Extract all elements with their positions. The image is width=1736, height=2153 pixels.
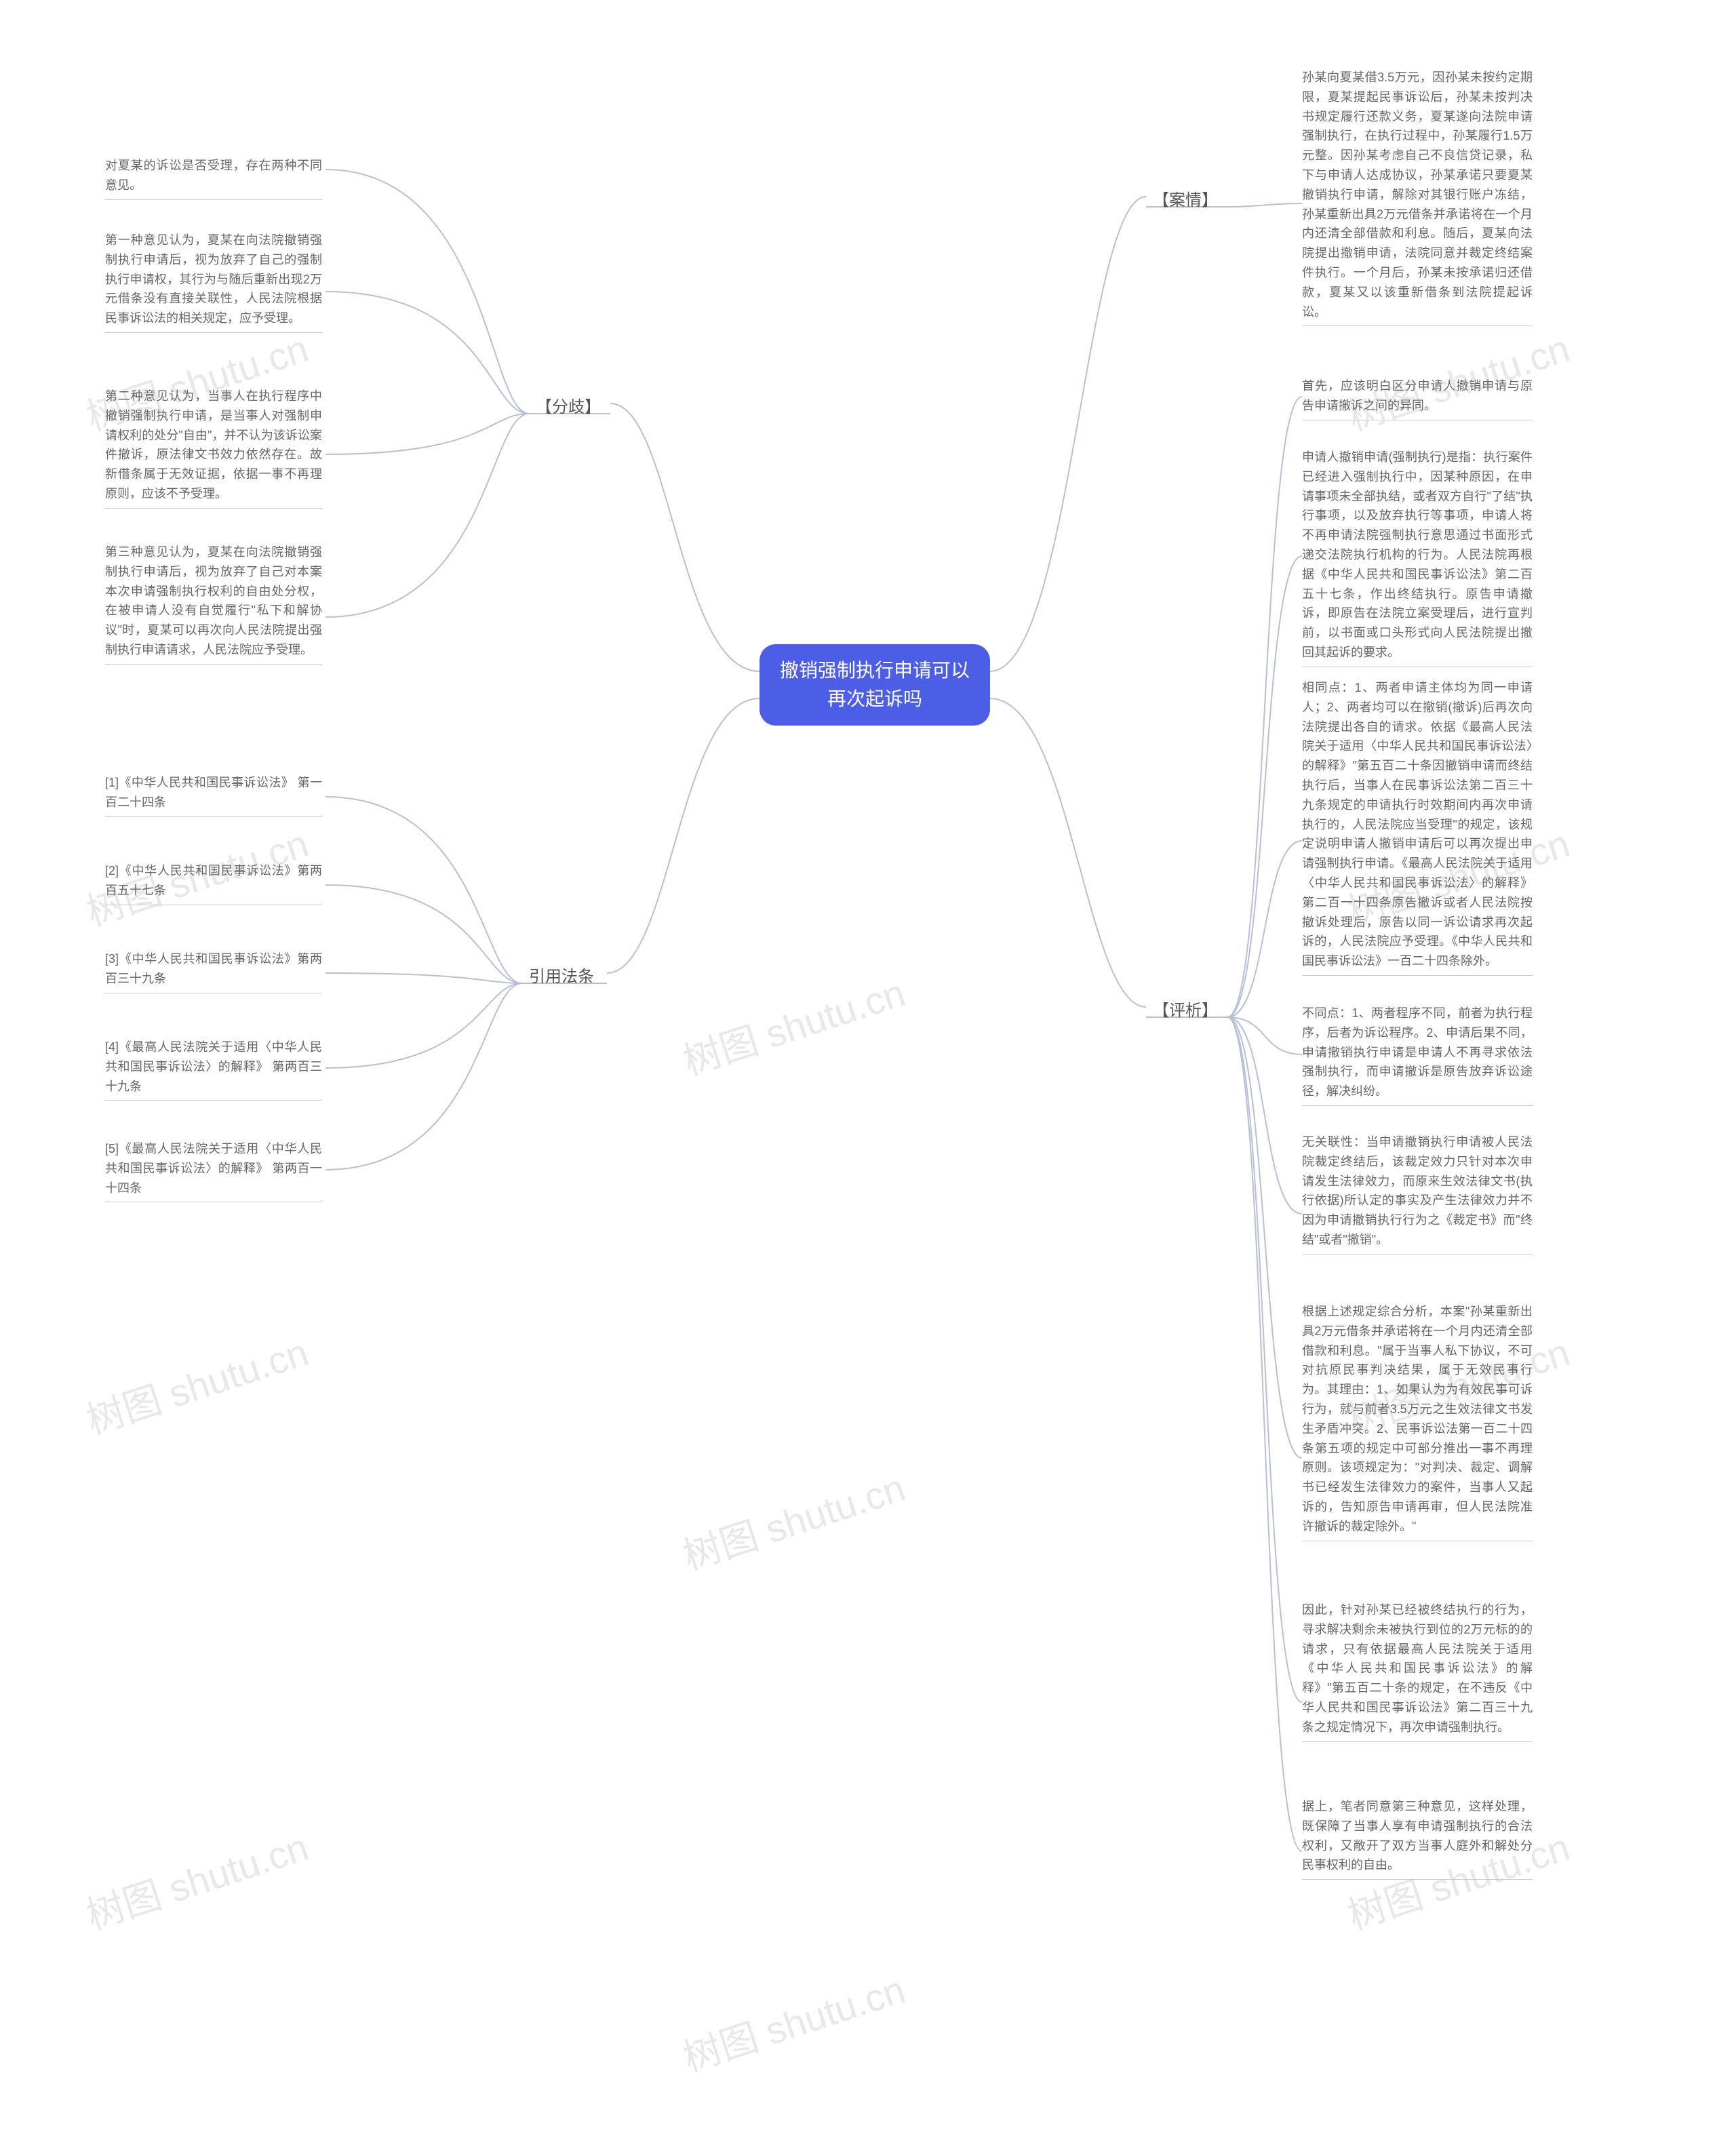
law-3: [4]《最高人民法院关于适用〈中华人民共和国民事诉讼法〉的解释》 第两百三十九条 xyxy=(105,1038,322,1101)
branch-case: 【案情】 xyxy=(1153,186,1218,210)
analysis-5: 根据上述规定综合分析，本案"孙某重新出具2万元借条并承诺将在一个月内还清全部借款… xyxy=(1302,1302,1533,1541)
divergence-1: 第一种意见认为，夏某在向法院撤销强制执行申请后，视为放弃了自己的强制执行申请权，… xyxy=(105,231,322,333)
watermark: 树图 shutu.cn xyxy=(675,1960,911,2083)
law-1: [2]《中华人民共和国民事诉讼法》第两百五十七条 xyxy=(105,861,322,905)
analysis-3: 不同点：1、两者程序不同，前者为执行程序，后者为诉讼程序。2、申请后果不同，申请… xyxy=(1302,1004,1533,1106)
analysis-1: 申请人撤销申请(强制执行)是指：执行案件已经进入强制执行中，因某种原因，在申请事… xyxy=(1302,448,1533,667)
divergence-0: 对夏某的诉讼是否受理，存在两种不同意见。 xyxy=(105,156,322,200)
watermark: 树图 shutu.cn xyxy=(675,1458,911,1581)
center-node: 撤销强制执行申请可以再次起诉吗 xyxy=(760,644,990,726)
branch-analysis: 【评析】 xyxy=(1153,997,1218,1021)
case-text: 孙某向夏某借3.5万元，因孙某未按约定期限，夏某提起民事诉讼后，孙某未按判决书规… xyxy=(1302,68,1533,326)
watermark: 树图 shutu.cn xyxy=(675,963,911,1086)
divergence-2: 第二种意见认为，当事人在执行程序中撤销强制执行申请，是当事人对强制申请权利的处分… xyxy=(105,387,322,509)
analysis-2: 相同点：1、两者申请主体均为同一申请人；2、两者均可以在撤销(撤诉)后再次向法院… xyxy=(1302,678,1533,976)
watermark: 树图 shutu.cn xyxy=(79,1322,315,1446)
law-0: [1]《中华人民共和国民事诉讼法》 第一百二十四条 xyxy=(105,773,322,817)
watermark: 树图 shutu.cn xyxy=(79,1817,315,1941)
analysis-6: 因此，针对孙某已经被终结执行的行为，寻求解决剩余未被执行到位的2万元标的的请求，… xyxy=(1302,1600,1533,1742)
analysis-0: 首先，应该明白区分申请人撤销申请与原告申请撤诉之间的异同。 xyxy=(1302,376,1533,420)
analysis-7: 据上，笔者同意第三种意见，这样处理，既保障了当事人享有申请强制执行的合法权利，又… xyxy=(1302,1797,1533,1880)
law-2: [3]《中华人民共和国民事诉讼法》第两百三十九条 xyxy=(105,949,322,993)
branch-divergence: 【分歧】 xyxy=(536,393,601,417)
law-4: [5]《最高人民法院关于适用〈中华人民共和国民事诉讼法〉的解释》 第两百一十四条 xyxy=(105,1139,322,1202)
analysis-4: 无关联性：当申请撤销执行申请被人民法院裁定终结后，该裁定效力只针对本次申请发生法… xyxy=(1302,1132,1533,1255)
divergence-3: 第三种意见认为，夏某在向法院撤销强制执行申请后，视为放弃了自己对本案本次申请强制… xyxy=(105,542,322,665)
branch-laws: 引用法条 xyxy=(529,963,594,987)
